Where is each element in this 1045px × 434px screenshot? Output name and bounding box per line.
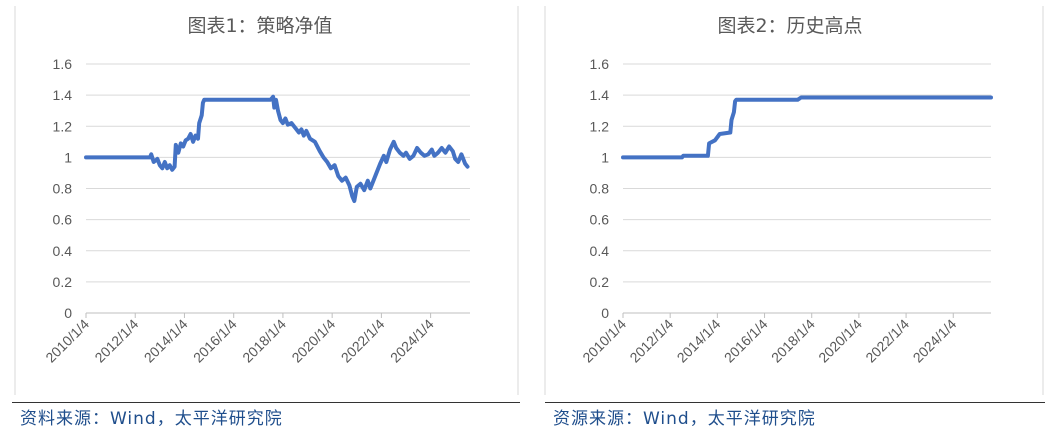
x-tick-label: 2022/1/4 xyxy=(338,316,388,366)
x-tick-label: 2012/1/4 xyxy=(92,316,142,366)
y-tick-label: 1.4 xyxy=(590,87,610,103)
y-tick-label: 1.2 xyxy=(590,118,610,134)
chart-panel-strategy-nav: 图表1：策略净值 0 0.2 0.4 0.6 0.8 1 1.2 1.4 1.6 2010/1/4 2… xyxy=(0,0,520,434)
source-divider xyxy=(12,402,520,403)
x-tick-label: 2016/1/4 xyxy=(190,316,240,366)
y-tick-label: 1.6 xyxy=(53,56,73,72)
chart-title: 图表2：历史高点 xyxy=(717,15,862,37)
source-note: 资料来源：Wind，太平洋研究院 xyxy=(20,409,283,429)
series-line xyxy=(621,95,993,160)
x-tick-label: 2016/1/4 xyxy=(721,316,771,366)
y-tick-label: 1.6 xyxy=(590,56,610,72)
x-tick-label: 2010/1/4 xyxy=(42,316,92,366)
y-tick-label: 0.2 xyxy=(590,274,610,290)
y-tick-label: 0.4 xyxy=(590,243,610,259)
x-tick-label: 2024/1/4 xyxy=(910,316,960,366)
chart-historical-high: 图表2：历史高点00.20.40.60.811.21.41.62010/1/42… xyxy=(544,6,1044,395)
chart-panel-historical-high: 图表2：历史高点 0 0.2 0.4 0.6 0.8 1 1.2 1.4 1.6 2010/1/4 2… xyxy=(535,0,1045,434)
x-tick-label: 2014/1/4 xyxy=(141,316,191,366)
y-tick-label: 1 xyxy=(601,149,609,165)
x-tick-label: 2012/1/4 xyxy=(626,316,676,366)
x-tick-label: 2022/1/4 xyxy=(862,316,912,366)
y-tick-label: 0.8 xyxy=(53,181,73,197)
series-line xyxy=(84,94,470,203)
y-tick-label: 0.8 xyxy=(590,181,610,197)
y-tick-label: 1.4 xyxy=(53,87,73,103)
x-tick-label: 2024/1/4 xyxy=(387,316,437,366)
x-tick-label: 2020/1/4 xyxy=(815,316,865,366)
y-tick-label: 0 xyxy=(64,305,72,321)
y-tick-label: 0.6 xyxy=(590,212,610,228)
y-tick-label: 0 xyxy=(601,305,609,321)
y-tick-label: 0.4 xyxy=(53,243,73,259)
source-divider xyxy=(545,402,1045,403)
x-tick-label: 2014/1/4 xyxy=(674,316,724,366)
y-tick-label: 1 xyxy=(64,149,72,165)
x-tick-label: 2010/1/4 xyxy=(579,316,629,366)
chart-title: 图表1：策略净值 xyxy=(187,15,332,37)
y-tick-label: 1.2 xyxy=(53,118,73,134)
x-tick-label: 2018/1/4 xyxy=(768,316,818,366)
y-tick-label: 0.2 xyxy=(53,274,73,290)
x-tick-label: 2020/1/4 xyxy=(288,316,338,366)
y-tick-label: 0.6 xyxy=(53,212,73,228)
x-tick-label: 2018/1/4 xyxy=(239,316,289,366)
source-note: 资源来源：Wind，太平洋研究院 xyxy=(553,409,816,429)
